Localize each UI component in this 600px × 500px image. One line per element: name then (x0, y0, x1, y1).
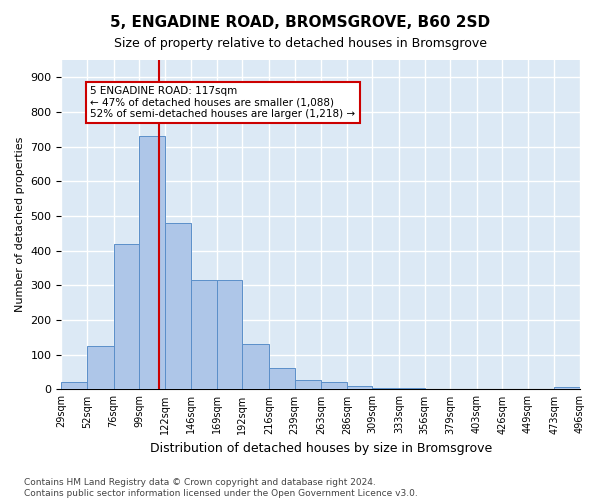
Bar (295, 380, 321, 390)
Y-axis label: Number of detached properties: Number of detached properties (15, 137, 25, 312)
Bar (61, 382, 87, 390)
Bar (425, 388, 450, 390)
X-axis label: Distribution of detached houses by size in Bromsgrove: Distribution of detached houses by size … (149, 442, 492, 455)
Text: Contains HM Land Registry data © Crown copyright and database right 2024.
Contai: Contains HM Land Registry data © Crown c… (24, 478, 418, 498)
Bar (191, 280, 217, 390)
Bar (87, 346, 113, 390)
Bar (321, 382, 347, 390)
Bar (373, 388, 399, 390)
Bar (269, 368, 295, 390)
Bar (242, 344, 269, 390)
Text: 5 ENGADINE ROAD: 117sqm
← 47% of detached houses are smaller (1,088)
52% of semi: 5 ENGADINE ROAD: 117sqm ← 47% of detache… (90, 86, 355, 119)
Bar (113, 244, 139, 390)
Text: Size of property relative to detached houses in Bromsgrove: Size of property relative to detached ho… (113, 38, 487, 51)
Bar (554, 387, 580, 390)
Bar (399, 388, 425, 390)
Bar (139, 136, 164, 390)
Bar (347, 386, 373, 390)
Bar (217, 280, 242, 390)
Text: 5, ENGADINE ROAD, BROMSGROVE, B60 2SD: 5, ENGADINE ROAD, BROMSGROVE, B60 2SD (110, 15, 490, 30)
Bar (164, 223, 191, 390)
